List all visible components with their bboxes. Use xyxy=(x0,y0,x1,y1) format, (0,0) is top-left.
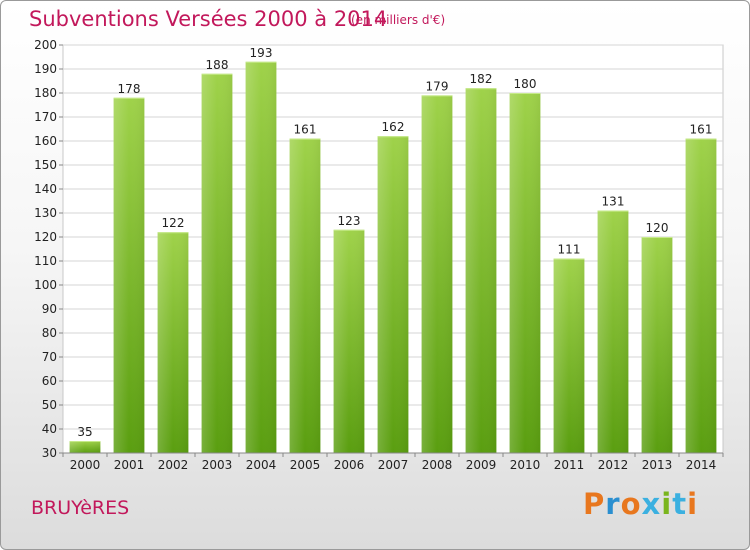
x-tick-label: 2006 xyxy=(334,458,365,472)
x-tick-label: 2000 xyxy=(70,458,101,472)
bar-value-label: 122 xyxy=(162,216,185,230)
x-tick-label: 2011 xyxy=(554,458,585,472)
x-tick-label: 2010 xyxy=(510,458,541,472)
bar-value-label: 161 xyxy=(690,123,713,137)
bar-value-label: 188 xyxy=(206,58,229,72)
bar-highlight xyxy=(333,229,365,453)
bar-value-label: 161 xyxy=(294,123,317,137)
bar-value-label: 193 xyxy=(250,46,273,60)
bar-value-label: 131 xyxy=(602,195,625,209)
bar-highlight xyxy=(421,95,453,454)
y-tick-label: 130 xyxy=(34,206,57,220)
x-tick-label: 2005 xyxy=(290,458,321,472)
y-tick-label: 200 xyxy=(34,38,57,52)
logo-letter: i xyxy=(661,487,673,521)
x-tick-label: 2001 xyxy=(114,458,145,472)
logo-letter: t xyxy=(672,487,688,521)
bar-highlight xyxy=(597,210,629,453)
x-tick-label: 2013 xyxy=(642,458,673,472)
y-tick-label: 180 xyxy=(34,86,57,100)
y-tick-label: 90 xyxy=(42,302,57,316)
bar-value-label: 180 xyxy=(514,77,537,91)
data-labels: 35 178 122 188 193 161 123 162 179 182 180 111 131 12… xyxy=(77,46,712,439)
y-tick-label: 120 xyxy=(34,230,57,244)
bar-value-label: 111 xyxy=(558,243,581,257)
bar-value-label: 35 xyxy=(77,425,92,439)
logo-letter: P xyxy=(583,487,606,521)
location-name: BRUYèRES xyxy=(31,497,130,519)
logo-letter: i xyxy=(687,487,699,521)
y-tick-label: 150 xyxy=(34,158,57,172)
bar-highlight xyxy=(289,138,321,453)
y-tick-label: 70 xyxy=(42,350,57,364)
y-tick-label: 190 xyxy=(34,62,57,76)
bar-highlight xyxy=(509,93,541,453)
bar-highlight xyxy=(553,258,585,453)
y-tick-label: 40 xyxy=(42,422,57,436)
logo-letter: x xyxy=(641,487,662,521)
x-axis: 2000 2001 2002 2003 2004 2005 2006 2007 2008 2009… xyxy=(62,452,724,472)
chart-unit-label: (en milliers d'€) xyxy=(351,13,446,27)
bars xyxy=(69,61,717,454)
y-tick-label: 60 xyxy=(42,374,57,388)
y-tick-label: 80 xyxy=(42,326,57,340)
x-tick-label: 2014 xyxy=(686,458,717,472)
y-tick-label: 140 xyxy=(34,182,57,196)
y-tick-label: 100 xyxy=(34,278,57,292)
bar-value-label: 162 xyxy=(382,120,405,134)
proxiti-logo: Proxiti xyxy=(583,487,698,521)
bar-value-label: 123 xyxy=(338,214,361,228)
bar-highlight xyxy=(465,88,497,453)
y-tick-label: 50 xyxy=(42,398,57,412)
bar-highlight xyxy=(69,441,101,453)
bar-value-label: 120 xyxy=(646,221,669,235)
bar-highlight xyxy=(157,232,189,453)
logo-letter: r xyxy=(605,487,621,521)
y-tick-label: 160 xyxy=(34,134,57,148)
bar-value-label: 178 xyxy=(118,82,141,96)
y-axis: 30 40 50 60 70 80 90 100 110 120 130 140 150 160 170 18… xyxy=(34,38,63,460)
x-tick-label: 2002 xyxy=(158,458,189,472)
y-tick-label: 170 xyxy=(34,110,57,124)
bar-highlight xyxy=(685,138,717,453)
bar-value-label: 182 xyxy=(470,72,493,86)
x-tick-label: 2003 xyxy=(202,458,233,472)
x-tick-label: 2008 xyxy=(422,458,453,472)
logo-letter: o xyxy=(620,487,642,521)
y-tick-label: 30 xyxy=(42,446,57,460)
bar-highlight xyxy=(201,73,233,454)
bar-highlight xyxy=(245,61,277,454)
x-tick-label: 2009 xyxy=(466,458,497,472)
x-tick-label: 2012 xyxy=(598,458,629,472)
x-tick-label: 2004 xyxy=(246,458,277,472)
chart-title: Subventions Versées 2000 à 2014 xyxy=(29,7,388,31)
x-tick-label: 2007 xyxy=(378,458,409,472)
bar-value-label: 179 xyxy=(426,79,449,93)
bar-highlight xyxy=(113,97,145,454)
bar-highlight xyxy=(641,237,673,453)
bar-highlight xyxy=(377,136,409,453)
y-tick-label: 110 xyxy=(34,254,57,268)
